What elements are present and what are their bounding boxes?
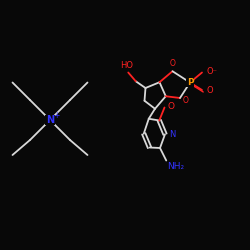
Text: P: P [187,78,193,87]
Text: O: O [170,59,175,68]
Text: O: O [183,96,189,105]
Text: O: O [168,102,174,111]
Text: +: + [53,111,60,120]
Text: N: N [169,130,175,139]
Text: NH₂: NH₂ [168,162,184,171]
Text: N: N [46,115,54,125]
Text: O: O [206,86,213,95]
Text: O⁻: O⁻ [206,68,218,76]
Text: HO: HO [120,60,134,70]
